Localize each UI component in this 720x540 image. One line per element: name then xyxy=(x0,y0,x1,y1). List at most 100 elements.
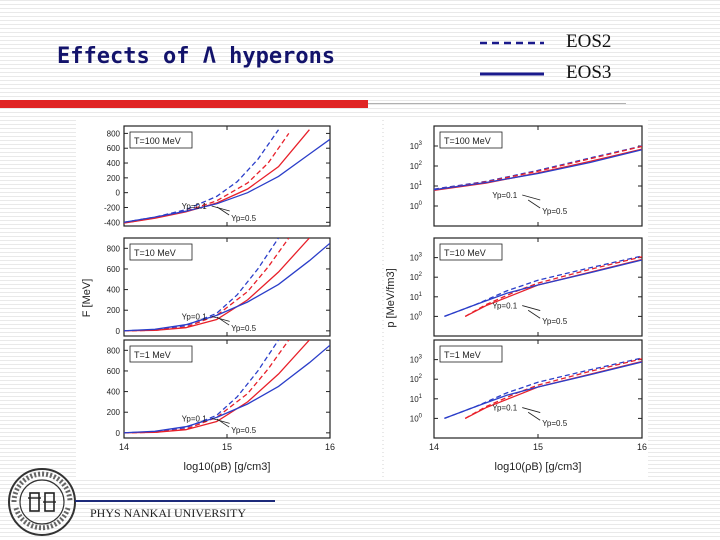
free-energy-chart: -400 -200 0 200 400 600 800 T=100 MeV Yp=0.1 Yp=0… xyxy=(76,118,382,480)
annotation-yp-0-1: Yp=0.1 xyxy=(182,414,208,423)
annotation-yp-0-1: Yp=0.1 xyxy=(492,191,518,200)
y-tick-label: 101 xyxy=(410,394,423,404)
dashed-line-icon xyxy=(480,41,544,45)
series-group xyxy=(124,238,330,332)
y-tick-label: 200 xyxy=(107,306,121,315)
panel-1: -400 -200 0 200 400 600 800 T=100 MeV Yp=0.1 Yp=0… xyxy=(104,125,331,227)
temperature-label-box xyxy=(439,345,503,363)
series-line-red-dashed xyxy=(464,256,642,317)
y-tick-label: 102 xyxy=(410,161,423,171)
solid-line-icon xyxy=(480,72,544,76)
y-tick-exponent: 3 xyxy=(419,141,423,147)
y-tick-label: 400 xyxy=(107,388,121,397)
temperature-label-box xyxy=(439,243,503,261)
series-group xyxy=(444,357,642,420)
y-tick-label: -200 xyxy=(104,203,121,212)
y-tick-label: 800 xyxy=(107,346,121,355)
annotation-arrow xyxy=(216,206,230,216)
legend: EOS2 EOS3 xyxy=(478,28,658,88)
y-tick-exponent: 2 xyxy=(419,272,423,278)
y-tick-exponent: 1 xyxy=(419,292,423,298)
y-tick-label: 800 xyxy=(107,244,121,253)
annotation-arrow xyxy=(527,411,541,421)
series-line-blue-solid xyxy=(124,242,330,332)
x-axis-label: log10(ρB) [g/cm3] xyxy=(184,461,271,473)
y-tick-label: 600 xyxy=(107,144,121,153)
footer-text: PHYS NANKAI UNIVERSITY xyxy=(90,506,246,520)
y-tick-label: 400 xyxy=(107,286,121,295)
x-tick-label: 15 xyxy=(533,442,543,452)
footer-divider xyxy=(75,500,275,502)
temperature-label: T=100 MeV xyxy=(444,136,491,146)
panel-3: 0 200 400 600 800 T=1 MeV Yp=0.1 Yp=0.5 14 15 16 xyxy=(107,339,335,452)
series-line-blue-dashed xyxy=(124,129,280,223)
legend-label: EOS3 xyxy=(566,62,612,83)
temperature-label-box xyxy=(129,131,193,149)
legend-item-eos3: EOS3 xyxy=(478,61,648,85)
y-tick-exponent: 1 xyxy=(419,394,423,400)
chart-background xyxy=(76,118,382,480)
temperature-label: T=100 MeV xyxy=(134,136,181,146)
annotation-yp-0-5: Yp=0.5 xyxy=(231,324,257,333)
annotation-yp-0-1: Yp=0.1 xyxy=(182,312,208,321)
annotation-arrow xyxy=(216,316,230,326)
chart-background xyxy=(384,118,648,480)
series-line-blue-solid xyxy=(124,344,330,434)
y-tick-exponent: 2 xyxy=(419,374,423,380)
y-tick-label: 600 xyxy=(107,367,121,376)
y-tick-label: 102 xyxy=(410,272,423,282)
y-tick-exponent: 3 xyxy=(419,355,423,361)
annotation-yp-0-5: Yp=0.5 xyxy=(542,317,568,326)
annotation-yp-0-5: Yp=0.5 xyxy=(231,426,257,435)
temperature-label-box xyxy=(129,345,193,363)
y-axis-label: p [MeV/fm3] xyxy=(385,268,397,327)
annotation-yp-0-5: Yp=0.5 xyxy=(231,214,257,223)
x-tick-label: 14 xyxy=(429,442,439,452)
y-tick-label: 102 xyxy=(410,374,423,384)
annotation-arrow xyxy=(522,407,541,413)
y-tick-label: 800 xyxy=(107,129,121,138)
x-tick-label: 16 xyxy=(325,442,335,452)
y-tick-exponent: 2 xyxy=(419,161,423,167)
y-tick-label: 100 xyxy=(410,311,423,321)
legend-item-eos2: EOS2 xyxy=(478,30,648,54)
series-group xyxy=(124,340,330,434)
temperature-label: T=1 MeV xyxy=(134,350,171,360)
temperature-label: T=10 MeV xyxy=(444,248,486,258)
annotation-arrow xyxy=(522,194,541,201)
y-tick-label: 600 xyxy=(107,265,121,274)
y-tick-label: 103 xyxy=(410,253,423,263)
series-group xyxy=(124,129,330,224)
x-tick-label: 14 xyxy=(119,442,129,452)
y-tick-exponent: 3 xyxy=(419,253,423,259)
annotation-arrow xyxy=(522,305,541,311)
annotation-yp-0-1: Yp=0.1 xyxy=(492,404,518,413)
series-line-blue-solid xyxy=(444,361,642,420)
y-tick-label: 400 xyxy=(107,159,121,168)
panel-2: 0 200 400 600 800 T=10 MeV Yp=0.1 Yp=0.5 xyxy=(107,237,331,337)
y-tick-label: 200 xyxy=(107,408,121,417)
y-tick-label: 0 xyxy=(116,189,121,198)
series-line-blue-solid xyxy=(434,149,642,191)
annotation-yp-0-5: Yp=0.5 xyxy=(542,207,568,216)
header-divider xyxy=(368,103,626,104)
annotation-arrow xyxy=(211,315,230,322)
y-tick-label: 0 xyxy=(116,429,121,438)
y-tick-label: 200 xyxy=(107,174,121,183)
series-line-blue-dashed xyxy=(124,238,280,332)
x-tick-label: 15 xyxy=(222,442,232,452)
series-line-red-solid xyxy=(124,238,310,332)
temperature-label: T=10 MeV xyxy=(134,248,176,258)
series-group xyxy=(444,255,642,318)
series-line-blue-solid xyxy=(124,138,330,223)
annotation-arrow xyxy=(527,199,541,209)
y-tick-label: 101 xyxy=(410,292,423,302)
annotation-yp-0-1: Yp=0.1 xyxy=(182,202,208,211)
series-group xyxy=(434,145,642,192)
y-tick-label: 103 xyxy=(410,355,423,365)
title-underline-bar xyxy=(0,100,368,108)
y-tick-label: -400 xyxy=(104,218,121,227)
